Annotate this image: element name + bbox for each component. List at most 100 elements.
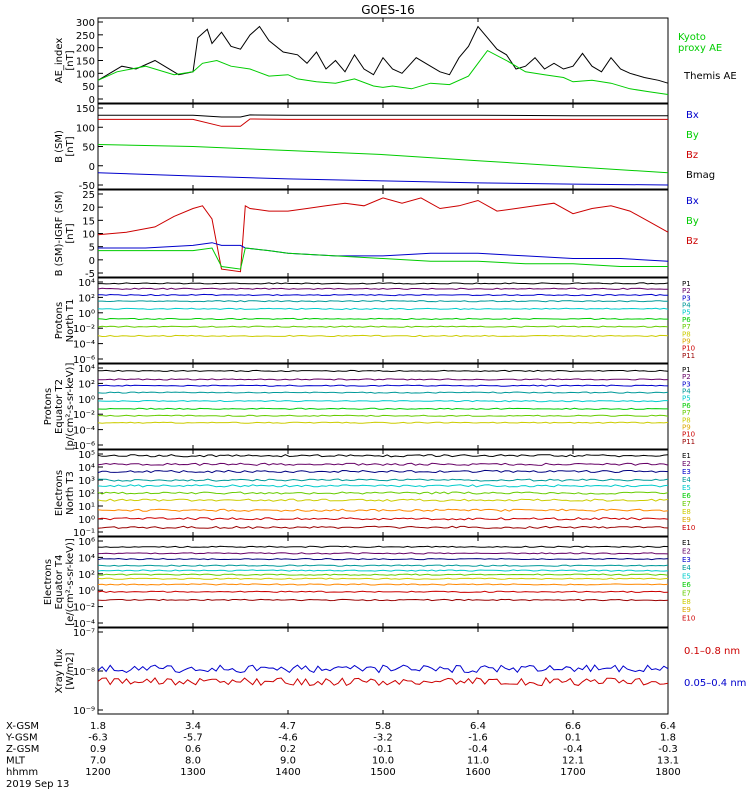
y-tick-label: 10⁻⁷ <box>73 628 95 639</box>
y-tick-label: 10² <box>78 570 95 581</box>
x-row-value: 6.4 <box>660 721 676 732</box>
series-line-p7 <box>98 414 669 417</box>
legend-label: E7 <box>682 589 691 597</box>
y-tick-label: 5 <box>89 243 95 254</box>
series-line-p3 <box>98 384 669 387</box>
y-tick-label: 10² <box>78 489 95 500</box>
x-row-value: -0.4 <box>468 744 488 755</box>
legend-label: E6 <box>682 492 691 500</box>
y-axis-label: Protons <box>54 302 65 339</box>
y-tick-label: 0 <box>89 162 95 173</box>
y-tick-label: 10¹ <box>78 502 95 513</box>
y-axis-label: [W/m2] <box>65 652 76 689</box>
x-row-value: 6.6 <box>565 721 581 732</box>
y-tick-label: 10⁰ <box>78 309 95 320</box>
y-tick-label: 10 <box>82 230 95 241</box>
y-tick-label: -50 <box>79 181 95 192</box>
series-line-by <box>98 247 668 270</box>
legend-label: 0.05–0.4 nm <box>684 678 746 689</box>
legend-label: P8 <box>682 330 691 338</box>
legend-label: P6 <box>682 316 691 324</box>
y-tick-label: 10⁴ <box>78 364 95 375</box>
legend-label: E4 <box>682 564 691 572</box>
x-row-value: -3.2 <box>373 733 393 744</box>
x-row-value: 11.0 <box>467 756 489 767</box>
legend-label: P10 <box>682 431 695 439</box>
y-tick-label: 200 <box>76 44 95 55</box>
y-tick-label: 10⁻⁶ <box>73 441 95 452</box>
y-tick-label: 100 <box>76 69 95 80</box>
y-tick-label: 10⁻⁴ <box>73 340 95 351</box>
y-tick-label: 50 <box>82 143 95 154</box>
series-line-0-05-0-4-nm <box>97 664 669 674</box>
panel-frame <box>97 363 669 450</box>
series-line-e3 <box>97 469 669 474</box>
legend-label: P7 <box>682 323 691 331</box>
legend-label: P3 <box>682 380 691 388</box>
y-axis-label: [nT] <box>65 50 76 70</box>
series-line-p8 <box>97 334 669 338</box>
x-row-value: 1800 <box>655 767 680 778</box>
legend-label: Bx <box>686 110 699 121</box>
y-axis-label: North T3 <box>65 471 76 515</box>
x-row-value: 4.7 <box>280 721 296 732</box>
series-line-p2 <box>97 287 668 290</box>
legend-label: E2 <box>682 460 691 468</box>
legend-label: P1 <box>682 366 691 374</box>
y-tick-label: 15 <box>82 216 95 227</box>
legend-label: P4 <box>682 388 691 396</box>
x-row-value: 1200 <box>85 767 110 778</box>
series-line-e8 <box>97 583 669 586</box>
y-tick-label: 25 <box>82 190 95 201</box>
x-row-value: 1400 <box>275 767 300 778</box>
y-tick-label: 10⁰ <box>78 586 95 597</box>
y-tick-label: 10⁶ <box>78 537 95 548</box>
legend-label: Bz <box>686 150 698 161</box>
y-tick-label: 10⁻⁴ <box>73 619 95 630</box>
legend-label: E8 <box>682 508 691 516</box>
legend-label: E1 <box>682 539 691 547</box>
x-row-value: 12.1 <box>562 756 584 767</box>
x-row-value: 13.1 <box>657 756 679 767</box>
legend-label: P5 <box>682 395 691 403</box>
x-axis-table: X-GSM 1.8 3.4 4.7 5.8 6.4 6.6 6.4 Y-GSM -6.3 -5.7 -… <box>5 721 681 790</box>
series-line-bz <box>98 118 668 127</box>
series-line-kyoto-proxy-ae <box>97 49 669 95</box>
panel-frame <box>97 17 669 104</box>
panel-8: 10⁻⁷ 10⁻⁸ 10⁻⁹ Xray flux [W/m2] 0.1–0.8 nm 0.0… <box>54 627 746 717</box>
panel-3: 25 20 15 10 5 0 -5 B (SM)-IGRF (SM) [nT] Bx By Bz <box>54 189 699 280</box>
series-line-p4 <box>98 300 668 303</box>
y-axis-label: Electrons <box>54 470 65 516</box>
y-tick-label: 10⁻⁹ <box>73 706 95 717</box>
y-tick-label: 10⁻⁶ <box>73 355 95 366</box>
x-row-value: 3.4 <box>185 721 201 732</box>
y-axis-label: North T1 <box>65 299 76 343</box>
y-tick-label: -5 <box>85 269 95 280</box>
legend-label: P3 <box>682 294 691 302</box>
legend-label: Bmag <box>686 170 715 181</box>
figure-title: GOES-16 <box>361 3 415 17</box>
x-row-value: 1.8 <box>660 733 676 744</box>
panel-frame <box>97 277 669 364</box>
series-line-e2 <box>97 462 669 466</box>
panel-2: 150 100 50 0 -50 B (SM) [nT] Bx By Bz Bmag <box>54 103 715 192</box>
series-line-e5 <box>97 569 669 572</box>
y-tick-label: 10⁻⁴ <box>73 426 95 437</box>
y-tick-label: 50 <box>82 82 95 93</box>
series-line-e4 <box>97 564 669 567</box>
series-line-p6 <box>97 407 668 410</box>
x-row-value: 8.0 <box>185 756 201 767</box>
legend-label: E4 <box>682 476 691 484</box>
legend-label: P8 <box>682 416 691 424</box>
legend-label: E9 <box>682 516 691 524</box>
series-line-e9 <box>97 590 669 593</box>
legend-label: By <box>686 216 699 227</box>
x-row-value: 0.6 <box>185 744 201 755</box>
y-tick-label: 10² <box>78 293 95 304</box>
series-line-bx <box>97 172 669 186</box>
series-line-e7 <box>97 498 669 502</box>
y-tick-label: 150 <box>76 104 95 115</box>
legend-label: E7 <box>682 500 691 508</box>
panel-frame <box>97 627 669 715</box>
